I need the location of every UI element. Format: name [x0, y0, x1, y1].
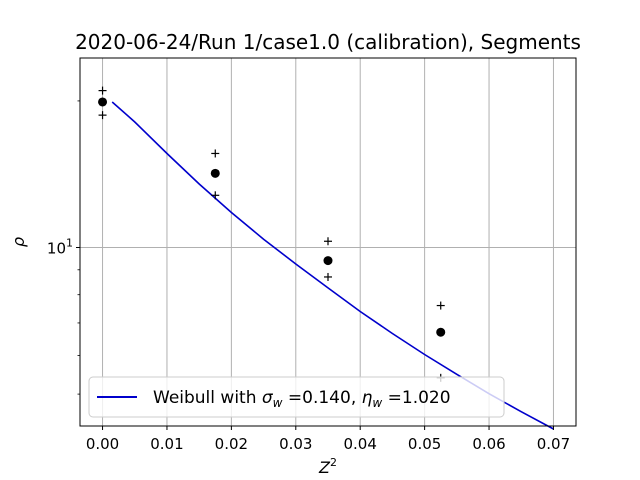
bound-marker	[98, 111, 107, 120]
data-point	[323, 256, 333, 266]
x-axis-label-superscript: 2	[330, 456, 337, 469]
legend-entry-weibull: Weibull with σw =0.140, ηw =1.020	[153, 388, 451, 410]
chart-title: 2020-06-24/Run 1/case1.0 (calibration), …	[75, 30, 581, 54]
data-point	[210, 168, 220, 178]
x-tick-label: 0.00	[86, 435, 119, 453]
ticks: 0.00 0.01 0.02 0.03 0.04 0.05 0.06 0.07 101	[47, 100, 570, 453]
x-tick-label: 0.07	[537, 435, 570, 453]
legend-box	[88, 376, 505, 418]
bound-marker	[98, 86, 107, 95]
legend: Weibull with σw =0.140, ηw =1.020	[88, 376, 505, 418]
data-point	[436, 327, 446, 337]
bound-marker	[211, 191, 220, 200]
y-tick-label: 101	[47, 237, 73, 258]
bound-marker	[211, 149, 220, 158]
markers	[98, 86, 446, 382]
x-tick-label: 0.06	[472, 435, 505, 453]
bound-marker	[436, 301, 445, 310]
x-tick-label: 0.04	[344, 435, 377, 453]
y-axis-label: ρ	[9, 237, 28, 247]
x-tick-label: 0.02	[215, 435, 248, 453]
x-axis-label: Z2	[318, 456, 337, 477]
bound-marker	[324, 272, 332, 281]
x-tick-label: 0.01	[150, 435, 183, 453]
grid	[80, 58, 576, 426]
bound-marker	[324, 237, 332, 246]
data-point	[98, 97, 108, 107]
x-tick-label: 0.03	[279, 435, 312, 453]
plot-frame	[79, 57, 577, 427]
x-tick-label: 0.05	[408, 435, 441, 453]
